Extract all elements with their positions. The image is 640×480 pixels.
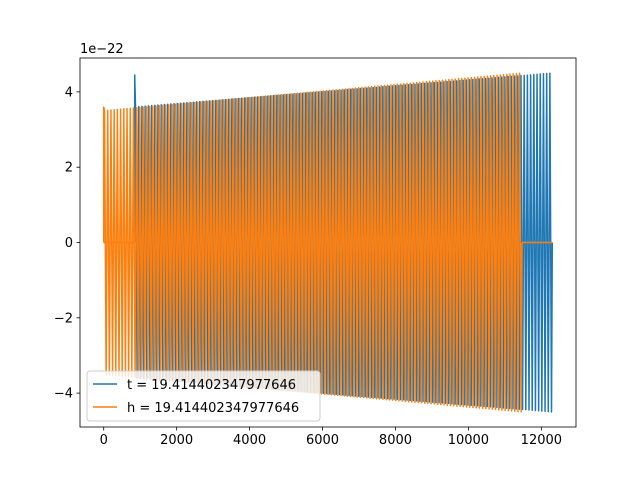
y-offset-label: 1e−22 [80, 42, 124, 57]
x-tick-label: 8000 [379, 433, 412, 448]
y-tick-label: 4 [65, 85, 73, 100]
x-tick-label: 6000 [306, 433, 339, 448]
y-tick-label: 0 [65, 236, 73, 251]
legend-label-t: t = 19.414402347977646 [127, 378, 296, 393]
x-tick-label: 0 [100, 433, 108, 448]
axes: 0 2000 4000 6000 8000 10000 12000 −4 −2 0 2 4 [54, 57, 577, 448]
y-tick-label: −4 [54, 387, 73, 402]
x-tick-label: 10000 [448, 433, 489, 448]
plot-area [102, 72, 554, 413]
y-tick-label: 2 [65, 161, 73, 176]
y-tick-label: −2 [54, 311, 73, 326]
x-tick-label: 2000 [160, 433, 193, 448]
x-tick-label: 12000 [521, 433, 562, 448]
x-tick-label: 4000 [233, 433, 266, 448]
legend-label-h: h = 19.414402347977646 [127, 401, 299, 416]
legend: t = 19.414402347977646 h = 19.4144023479… [86, 370, 321, 422]
plot-clipped [102, 72, 554, 413]
legend-frame [86, 370, 321, 422]
